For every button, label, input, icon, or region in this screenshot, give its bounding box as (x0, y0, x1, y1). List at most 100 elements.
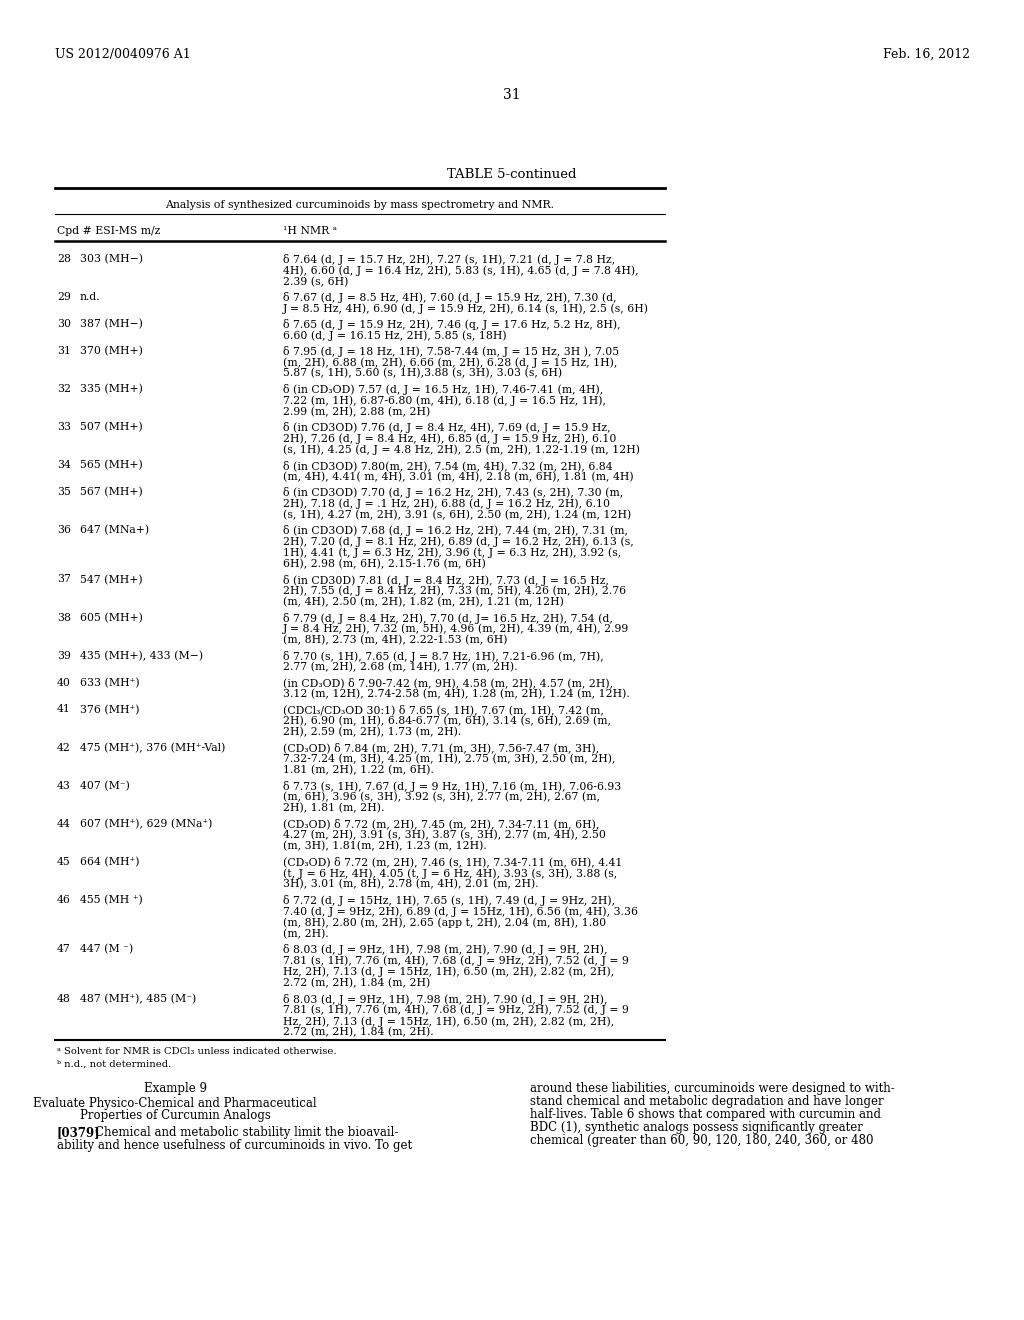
Text: 39: 39 (57, 651, 71, 661)
Text: 2H), 6.90 (m, 1H), 6.84-6.77 (m, 6H), 3.14 (s, 6H), 2.69 (m,: 2H), 6.90 (m, 1H), 6.84-6.77 (m, 6H), 3.… (283, 715, 611, 726)
Text: 46: 46 (57, 895, 71, 906)
Text: δ (in CD₃OD) 7.57 (d, J = 16.5 Hz, 1H), 7.46-7.41 (m, 4H),: δ (in CD₃OD) 7.57 (d, J = 16.5 Hz, 1H), … (283, 384, 603, 395)
Text: Hz, 2H), 7.13 (d, J = 15Hz, 1H), 6.50 (m, 2H), 2.82 (m, 2H),: Hz, 2H), 7.13 (d, J = 15Hz, 1H), 6.50 (m… (283, 1016, 614, 1027)
Text: ability and hence usefulness of curcuminoids in vivo. To get: ability and hence usefulness of curcumin… (57, 1139, 412, 1152)
Text: Example 9: Example 9 (143, 1082, 207, 1094)
Text: 1H), 4.41 (t, J = 6.3 Hz, 2H), 3.96 (t, J = 6.3 Hz, 2H), 3.92 (s,: 1H), 4.41 (t, J = 6.3 Hz, 2H), 3.96 (t, … (283, 548, 622, 558)
Text: (m, 6H), 3.96 (s, 3H), 3.92 (s, 3H), 2.77 (m, 2H), 2.67 (m,: (m, 6H), 3.96 (s, 3H), 3.92 (s, 3H), 2.7… (283, 792, 600, 803)
Text: δ 8.03 (d, J = 9Hz, 1H), 7.98 (m, 2H), 7.90 (d, J = 9H, 2H),: δ 8.03 (d, J = 9Hz, 1H), 7.98 (m, 2H), 7… (283, 994, 607, 1005)
Text: Evaluate Physico-Chemical and Pharmaceutical: Evaluate Physico-Chemical and Pharmaceut… (33, 1097, 316, 1110)
Text: 47: 47 (57, 944, 71, 954)
Text: (m, 4H), 2.50 (m, 2H), 1.82 (m, 2H), 1.21 (m, 12H): (m, 4H), 2.50 (m, 2H), 1.82 (m, 2H), 1.2… (283, 597, 564, 607)
Text: 567 (MH+): 567 (MH+) (80, 487, 142, 498)
Text: 407 (M⁻): 407 (M⁻) (80, 780, 130, 791)
Text: 6.60 (d, J = 16.15 Hz, 2H), 5.85 (s, 18H): 6.60 (d, J = 16.15 Hz, 2H), 5.85 (s, 18H… (283, 330, 507, 341)
Text: δ (in CD3OD) 7.80(m, 2H), 7.54 (m, 4H), 7.32 (m, 2H), 6.84: δ (in CD3OD) 7.80(m, 2H), 7.54 (m, 4H), … (283, 461, 612, 471)
Text: 44: 44 (57, 818, 71, 829)
Text: δ 7.79 (d, J = 8.4 Hz, 2H), 7.70 (d, J= 16.5 Hz, 2H), 7.54 (d,: δ 7.79 (d, J = 8.4 Hz, 2H), 7.70 (d, J= … (283, 612, 613, 623)
Text: 487 (MH⁺), 485 (M⁻): 487 (MH⁺), 485 (M⁻) (80, 994, 197, 1005)
Text: 605 (MH+): 605 (MH+) (80, 612, 143, 623)
Text: 40: 40 (57, 677, 71, 688)
Text: 2H), 2.59 (m, 2H), 1.73 (m, 2H).: 2H), 2.59 (m, 2H), 1.73 (m, 2H). (283, 727, 461, 738)
Text: δ (in CD3OD) 7.70 (d, J = 16.2 Hz, 2H), 7.43 (s, 2H), 7.30 (m,: δ (in CD3OD) 7.70 (d, J = 16.2 Hz, 2H), … (283, 487, 624, 498)
Text: Cpd # ESI-MS m/z: Cpd # ESI-MS m/z (57, 226, 161, 236)
Text: TABLE 5-continued: TABLE 5-continued (447, 168, 577, 181)
Text: 42: 42 (57, 743, 71, 752)
Text: 455 (MH ⁺): 455 (MH ⁺) (80, 895, 142, 906)
Text: 2.77 (m, 2H), 2.68 (m, 14H), 1.77 (m, 2H).: 2.77 (m, 2H), 2.68 (m, 14H), 1.77 (m, 2H… (283, 661, 517, 672)
Text: (CDCl₃/CD₃OD 30:1) δ 7.65 (s, 1H), 7.67 (m, 1H), 7.42 (m,: (CDCl₃/CD₃OD 30:1) δ 7.65 (s, 1H), 7.67 … (283, 705, 604, 715)
Text: 2.99 (m, 2H), 2.88 (m, 2H): 2.99 (m, 2H), 2.88 (m, 2H) (283, 407, 430, 417)
Text: 35: 35 (57, 487, 71, 498)
Text: ᵇ n.d., not determined.: ᵇ n.d., not determined. (57, 1060, 171, 1069)
Text: δ (in CD30D) 7.81 (d, J = 8.4 Hz, 2H), 7.73 (d, J = 16.5 Hz,: δ (in CD30D) 7.81 (d, J = 8.4 Hz, 2H), 7… (283, 574, 609, 586)
Text: 1.81 (m, 2H), 1.22 (m, 6H).: 1.81 (m, 2H), 1.22 (m, 6H). (283, 766, 434, 775)
Text: 664 (MH⁺): 664 (MH⁺) (80, 857, 139, 867)
Text: 31: 31 (503, 88, 521, 102)
Text: Hz, 2H), 7.13 (d, J = 15Hz, 1H), 6.50 (m, 2H), 2.82 (m, 2H),: Hz, 2H), 7.13 (d, J = 15Hz, 1H), 6.50 (m… (283, 966, 614, 977)
Text: ᵃ Solvent for NMR is CDCl₃ unless indicated otherwise.: ᵃ Solvent for NMR is CDCl₃ unless indica… (57, 1047, 337, 1056)
Text: 28: 28 (57, 253, 71, 264)
Text: δ 8.03 (d, J = 9Hz, 1H), 7.98 (m, 2H), 7.90 (d, J = 9H, 2H),: δ 8.03 (d, J = 9Hz, 1H), 7.98 (m, 2H), 7… (283, 944, 607, 956)
Text: 447 (M ⁻): 447 (M ⁻) (80, 944, 133, 954)
Text: (t, J = 6 Hz, 4H), 4.05 (t, J = 6 Hz, 4H), 3.93 (s, 3H), 3.88 (s,: (t, J = 6 Hz, 4H), 4.05 (t, J = 6 Hz, 4H… (283, 869, 617, 879)
Text: δ 7.72 (d, J = 15Hz, 1H), 7.65 (s, 1H), 7.49 (d, J = 9Hz, 2H),: δ 7.72 (d, J = 15Hz, 1H), 7.65 (s, 1H), … (283, 895, 615, 906)
Text: 7.40 (d, J = 9Hz, 2H), 6.89 (d, J = 15Hz, 1H), 6.56 (m, 4H), 3.36: 7.40 (d, J = 9Hz, 2H), 6.89 (d, J = 15Hz… (283, 907, 638, 917)
Text: n.d.: n.d. (80, 292, 100, 302)
Text: δ 7.64 (d, J = 15.7 Hz, 2H), 7.27 (s, 1H), 7.21 (d, J = 7.8 Hz,: δ 7.64 (d, J = 15.7 Hz, 2H), 7.27 (s, 1H… (283, 253, 615, 265)
Text: 38: 38 (57, 612, 71, 623)
Text: 633 (MH⁺): 633 (MH⁺) (80, 677, 139, 688)
Text: 2.72 (m, 2H), 1.84 (m, 2H): 2.72 (m, 2H), 1.84 (m, 2H) (283, 978, 430, 989)
Text: (in CD₃OD) δ 7.90-7.42 (m, 9H), 4.58 (m, 2H), 4.57 (m, 2H),: (in CD₃OD) δ 7.90-7.42 (m, 9H), 4.58 (m,… (283, 677, 613, 689)
Text: (m, 2H), 6.88 (m, 2H), 6.66 (m, 2H), 6.28 (d, J = 15 Hz, 1H),: (m, 2H), 6.88 (m, 2H), 6.66 (m, 2H), 6.2… (283, 358, 617, 368)
Text: 34: 34 (57, 461, 71, 470)
Text: 30: 30 (57, 319, 71, 329)
Text: 507 (MH+): 507 (MH+) (80, 422, 142, 433)
Text: (m, 4H), 4.41( m, 4H), 3.01 (m, 4H), 2.18 (m, 6H), 1.81 (m, 4H): (m, 4H), 4.41( m, 4H), 3.01 (m, 4H), 2.1… (283, 471, 634, 482)
Text: (m, 2H).: (m, 2H). (283, 928, 329, 939)
Text: (m, 8H), 2.80 (m, 2H), 2.65 (app t, 2H), 2.04 (m, 8H), 1.80: (m, 8H), 2.80 (m, 2H), 2.65 (app t, 2H),… (283, 917, 606, 928)
Text: 4H), 6.60 (d, J = 16.4 Hz, 2H), 5.83 (s, 1H), 4.65 (d, J = 7.8 4H),: 4H), 6.60 (d, J = 16.4 Hz, 2H), 5.83 (s,… (283, 265, 639, 276)
Text: δ 7.67 (d, J = 8.5 Hz, 4H), 7.60 (d, J = 15.9 Hz, 2H), 7.30 (d,: δ 7.67 (d, J = 8.5 Hz, 4H), 7.60 (d, J =… (283, 292, 616, 304)
Text: 2H), 7.55 (d, J = 8.4 Hz, 2H), 7.33 (m, 5H), 4.26 (m, 2H), 2.76: 2H), 7.55 (d, J = 8.4 Hz, 2H), 7.33 (m, … (283, 586, 626, 597)
Text: 387 (MH−): 387 (MH−) (80, 319, 143, 329)
Text: 45: 45 (57, 857, 71, 867)
Text: δ 7.65 (d, J = 15.9 Hz, 2H), 7.46 (q, J = 17.6 Hz, 5.2 Hz, 8H),: δ 7.65 (d, J = 15.9 Hz, 2H), 7.46 (q, J … (283, 319, 621, 330)
Text: 7.32-7.24 (m, 3H), 4.25 (m, 1H), 2.75 (m, 3H), 2.50 (m, 2H),: 7.32-7.24 (m, 3H), 4.25 (m, 1H), 2.75 (m… (283, 754, 615, 764)
Text: 2.72 (m, 2H), 1.84 (m, 2H).: 2.72 (m, 2H), 1.84 (m, 2H). (283, 1027, 433, 1038)
Text: 37: 37 (57, 574, 71, 585)
Text: 607 (MH⁺), 629 (MNa⁺): 607 (MH⁺), 629 (MNa⁺) (80, 818, 212, 829)
Text: (CD₃OD) δ 7.84 (m, 2H), 7.71 (m, 3H), 7.56-7.47 (m, 3H),: (CD₃OD) δ 7.84 (m, 2H), 7.71 (m, 3H), 7.… (283, 743, 599, 754)
Text: δ 7.70 (s, 1H), 7.65 (d, J = 8.7 Hz, 1H), 7.21-6.96 (m, 7H),: δ 7.70 (s, 1H), 7.65 (d, J = 8.7 Hz, 1H)… (283, 651, 604, 661)
Text: 3.12 (m, 12H), 2.74-2.58 (m, 4H), 1.28 (m, 2H), 1.24 (m, 12H).: 3.12 (m, 12H), 2.74-2.58 (m, 4H), 1.28 (… (283, 689, 630, 700)
Text: J = 8.4 Hz, 2H), 7.32 (m, 5H), 4.96 (m, 2H), 4.39 (m, 4H), 2.99: J = 8.4 Hz, 2H), 7.32 (m, 5H), 4.96 (m, … (283, 624, 630, 635)
Text: 3H), 3.01 (m, 8H), 2.78 (m, 4H), 2.01 (m, 2H).: 3H), 3.01 (m, 8H), 2.78 (m, 4H), 2.01 (m… (283, 879, 539, 890)
Text: 36: 36 (57, 525, 71, 535)
Text: 33: 33 (57, 422, 71, 432)
Text: 48: 48 (57, 994, 71, 1003)
Text: 647 (MNa+): 647 (MNa+) (80, 525, 150, 536)
Text: around these liabilities, curcuminoids were designed to with-: around these liabilities, curcuminoids w… (530, 1082, 895, 1094)
Text: (s, 1H), 4.25 (d, J = 4.8 Hz, 2H), 2.5 (m, 2H), 1.22-1.19 (m, 12H): (s, 1H), 4.25 (d, J = 4.8 Hz, 2H), 2.5 (… (283, 445, 640, 455)
Text: δ (in CD3OD) 7.68 (d, J = 16.2 Hz, 2H), 7.44 (m, 2H), 7.31 (m,: δ (in CD3OD) 7.68 (d, J = 16.2 Hz, 2H), … (283, 525, 628, 536)
Text: US 2012/0040976 A1: US 2012/0040976 A1 (55, 48, 190, 61)
Text: 43: 43 (57, 780, 71, 791)
Text: 2H), 1.81 (m, 2H).: 2H), 1.81 (m, 2H). (283, 803, 384, 813)
Text: 31: 31 (57, 346, 71, 356)
Text: (s, 1H), 4.27 (m, 2H), 3.91 (s, 6H), 2.50 (m, 2H), 1.24 (m, 12H): (s, 1H), 4.27 (m, 2H), 3.91 (s, 6H), 2.5… (283, 510, 631, 520)
Text: half-lives. Table 6 shows that compared with curcumin and: half-lives. Table 6 shows that compared … (530, 1107, 881, 1121)
Text: 2H), 7.20 (d, J = 8.1 Hz, 2H), 6.89 (d, J = 16.2 Hz, 2H), 6.13 (s,: 2H), 7.20 (d, J = 8.1 Hz, 2H), 6.89 (d, … (283, 536, 634, 546)
Text: BDC (1), synthetic analogs possess significantly greater: BDC (1), synthetic analogs possess signi… (530, 1121, 863, 1134)
Text: 435 (MH+), 433 (M−): 435 (MH+), 433 (M−) (80, 651, 203, 661)
Text: Feb. 16, 2012: Feb. 16, 2012 (883, 48, 970, 61)
Text: 29: 29 (57, 292, 71, 302)
Text: 335 (MH+): 335 (MH+) (80, 384, 143, 395)
Text: [0379]: [0379] (57, 1126, 100, 1139)
Text: 376 (MH⁺): 376 (MH⁺) (80, 705, 139, 715)
Text: 32: 32 (57, 384, 71, 393)
Text: (CD₃OD) δ 7.72 (m, 2H), 7.46 (s, 1H), 7.34-7.11 (m, 6H), 4.41: (CD₃OD) δ 7.72 (m, 2H), 7.46 (s, 1H), 7.… (283, 857, 623, 867)
Text: 7.81 (s, 1H), 7.76 (m, 4H), 7.68 (d, J = 9Hz, 2H), 7.52 (d, J = 9: 7.81 (s, 1H), 7.76 (m, 4H), 7.68 (d, J =… (283, 1005, 629, 1015)
Text: 7.81 (s, 1H), 7.76 (m, 4H), 7.68 (d, J = 9Hz, 2H), 7.52 (d, J = 9: 7.81 (s, 1H), 7.76 (m, 4H), 7.68 (d, J =… (283, 956, 629, 966)
Text: 2.39 (s, 6H): 2.39 (s, 6H) (283, 276, 348, 286)
Text: (m, 8H), 2.73 (m, 4H), 2.22-1.53 (m, 6H): (m, 8H), 2.73 (m, 4H), 2.22-1.53 (m, 6H) (283, 635, 508, 645)
